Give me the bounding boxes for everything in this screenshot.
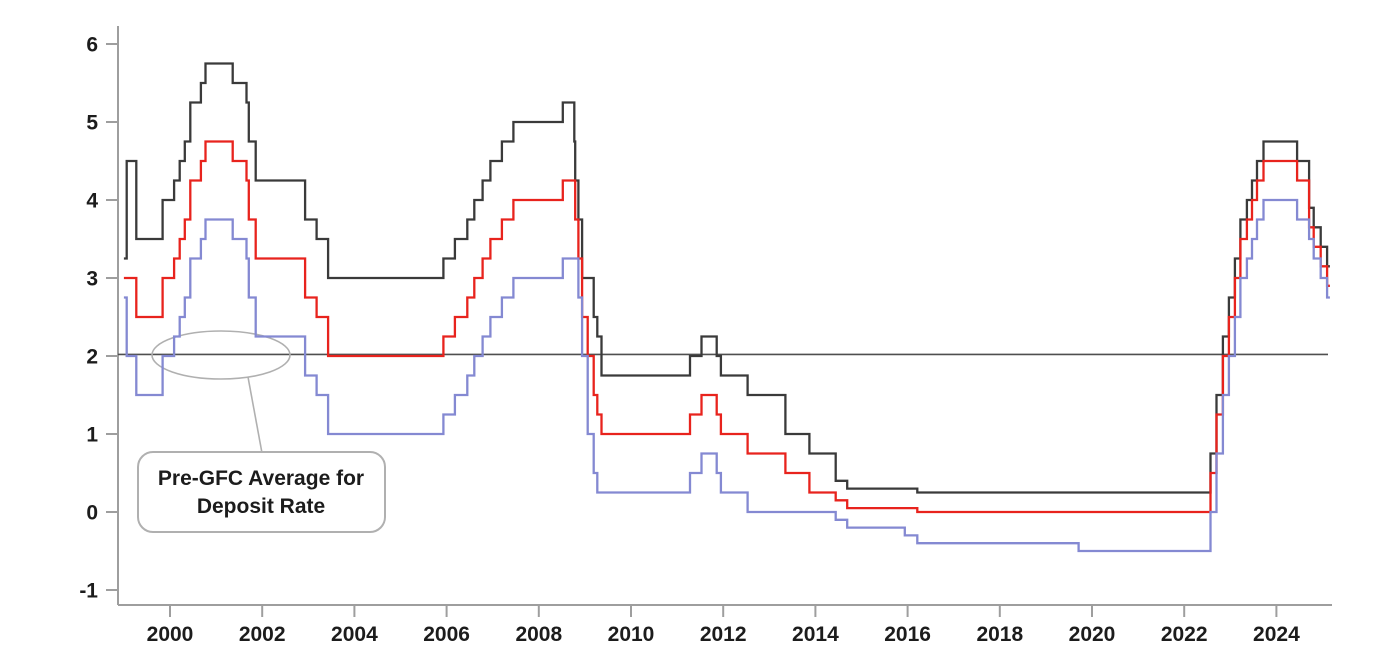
x-tick-label: 2014 (792, 623, 839, 646)
x-tick-label: 2002 (239, 623, 286, 646)
x-tick-label: 2012 (700, 623, 747, 646)
x-tick-label: 2024 (1253, 623, 1300, 646)
x-tick-label: 2010 (608, 623, 655, 646)
y-tick-label: 4 (86, 190, 98, 213)
annotation-callout-line (247, 376, 263, 454)
x-tick-label: 2008 (515, 623, 562, 646)
annotation-ellipse (151, 330, 291, 380)
x-tick-label: 2022 (1161, 623, 1208, 646)
y-tick-label: 6 (86, 34, 98, 57)
y-tick-label: 1 (86, 424, 98, 447)
y-tick-label: 2 (86, 346, 98, 369)
annotation-text-line1: Pre-GFC Average for (158, 467, 364, 490)
y-tick-label: 0 (86, 502, 98, 525)
y-tick-label: -1 (79, 580, 98, 603)
x-tick-label: 2020 (1069, 623, 1116, 646)
series-line-red (123, 140, 1330, 514)
series-line-blue (123, 198, 1330, 553)
y-tick-label: 5 (86, 112, 98, 135)
x-tick-label: 2004 (331, 623, 378, 646)
x-tick-label: 2000 (147, 623, 194, 646)
x-tick-label: 2016 (884, 623, 931, 646)
annotation-box (137, 451, 386, 533)
series-line-black (123, 62, 1330, 494)
x-tick-label: 2006 (423, 623, 470, 646)
y-tick-label: 3 (86, 268, 98, 291)
x-tick-label: 2018 (976, 623, 1023, 646)
annotation-text-line2: Deposit Rate (197, 495, 325, 518)
